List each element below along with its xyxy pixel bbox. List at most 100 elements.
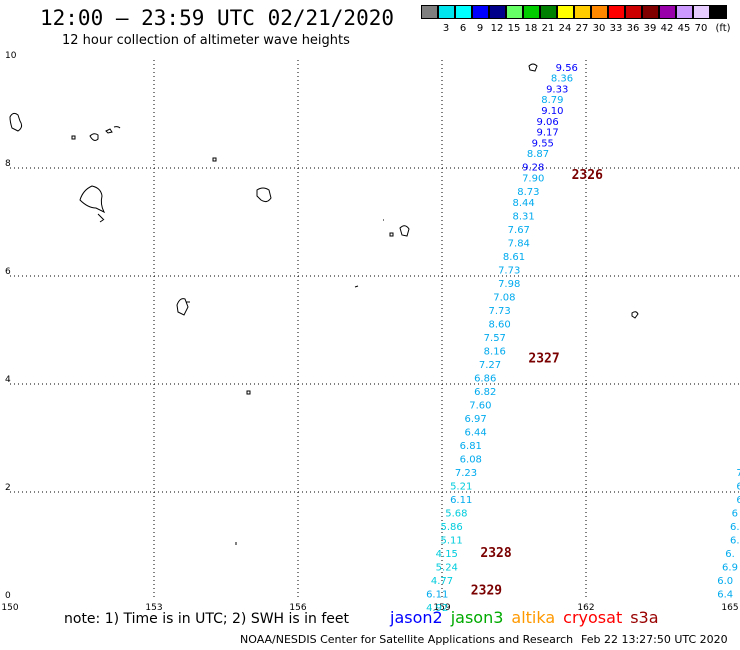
scale-swatch [540, 5, 557, 19]
scale-swatch [472, 5, 489, 19]
wave-height-label: 5.68 [445, 508, 467, 519]
wave-height-label: 5.24 [436, 562, 458, 573]
wave-height-label: 9.56 [556, 63, 578, 74]
scale-swatch [710, 5, 727, 19]
lon-tick-label: 156 [289, 603, 306, 613]
wave-height-label: 6.11 [426, 589, 448, 600]
lat-tick-label: 2 [5, 483, 11, 493]
generated-timestamp: Feb 22 13:27:50 UTC 2020 [581, 633, 728, 646]
lat-tick-label: 10 [5, 51, 17, 61]
lat-tick-label: 0 [5, 591, 11, 601]
scale-swatch [591, 5, 608, 19]
wave-height-label: 6.0 [717, 576, 733, 587]
wave-height-label: 6.11 [450, 495, 472, 506]
altimeter-track-main: 9.568.369.338.799.109.069.179.558.87 9.28… [426, 63, 578, 614]
scale-label: 39 [643, 23, 657, 34]
lon-tick-label: 165 [721, 603, 738, 613]
map-subtitle: 12 hour collection of altimeter wave hei… [62, 33, 350, 48]
wave-height-label: 6.97 [464, 414, 486, 425]
wave-height-label: 6.81 [460, 441, 482, 452]
scale-label: 33 [609, 23, 623, 34]
scale-label: 27 [575, 23, 589, 34]
scale-label: 70 [694, 23, 708, 34]
wave-height-label: 4.77 [431, 576, 453, 587]
legend-altika: altika [511, 608, 556, 627]
lon-tick-label: 150 [1, 603, 18, 613]
pass-labels: 2326 2327 2328 2329 [471, 168, 603, 599]
wave-height-label: 8.73 [517, 187, 539, 198]
wave-height-label: 4.92 [426, 603, 448, 614]
wave-height-label: 5.11 [440, 535, 462, 546]
pass-number-label: 2327 [528, 351, 559, 366]
island-outline [97, 213, 105, 223]
credit-text: NOAA/NESDIS Center for Satellite Applica… [240, 633, 574, 646]
satellite-legend: jason2 jason3 altika cryosat s3a [390, 608, 667, 627]
island-outline [354, 285, 359, 288]
wave-height-label: 6.44 [464, 427, 486, 438]
lon-tick-label: 162 [577, 603, 594, 613]
wave-height-label: 8.16 [484, 346, 506, 357]
island-outline [71, 135, 76, 140]
lat-lon-grid [10, 60, 740, 600]
island-outline [105, 126, 121, 134]
wave-height-label: 9.28 [522, 163, 544, 174]
wave-height-label: 7.67 [508, 225, 530, 236]
lon-tick-label: 159 [433, 603, 450, 613]
island-outline [79, 185, 106, 214]
scale-swatch [455, 5, 472, 19]
scale-swatch [557, 5, 574, 19]
island-outline [176, 298, 190, 316]
wave-height-label: 7.23 [455, 468, 477, 479]
pass-number-label: 2328 [480, 546, 511, 561]
wave-height-label: 6 [732, 508, 738, 519]
island-outline [212, 157, 217, 162]
wave-height-label: 6. [730, 535, 740, 546]
map-title: 12:00 – 23:59 UTC 02/21/2020 [40, 6, 395, 30]
scale-swatch [642, 5, 659, 19]
island-outlines [9, 63, 639, 545]
wave-height-label: 6.86 [474, 373, 496, 384]
wave-height-label: 8.61 [503, 252, 525, 263]
wave-height-label: 7.57 [484, 333, 506, 344]
wave-height-label: 7.90 [522, 174, 544, 185]
wave-height-label: 6. [725, 549, 735, 560]
wave-height-label: 6 [736, 481, 740, 492]
wave-height-label: 6. [730, 522, 740, 533]
wave-height-label: 4.15 [436, 549, 458, 560]
wave-height-label: 9.33 [546, 84, 568, 95]
legend-jason2: jason2 [390, 608, 443, 627]
scale-label: 42 [660, 23, 674, 34]
wave-height-label: 6.82 [474, 387, 496, 398]
island-outline [9, 112, 23, 132]
wave-height-label: 6.08 [460, 454, 482, 465]
scale-swatch [693, 5, 710, 19]
scale-swatch [438, 5, 455, 19]
legend-cryosat: cryosat [563, 608, 623, 627]
legend-s3a: s3a [630, 608, 659, 627]
scale-label: 18 [524, 23, 538, 34]
wave-height-label: 8.36 [551, 74, 573, 85]
footer-note: note: 1) Time is in UTC; 2) SWH is in fe… [64, 611, 350, 627]
wave-height-label: 9.17 [536, 128, 558, 139]
scale-label: 3 [442, 23, 450, 34]
scale-swatch [676, 5, 693, 19]
scale-swatch [659, 5, 676, 19]
wave-height-label: 7 [736, 468, 740, 479]
wave-height-label: 7.98 [498, 279, 520, 290]
wave-height-label: 7.08 [493, 292, 515, 303]
scale-swatch [625, 5, 642, 19]
wave-height-label: 6.4 [717, 589, 733, 600]
scale-swatch [506, 5, 523, 19]
scale-label: 36 [626, 23, 640, 34]
island-outline [256, 187, 272, 203]
scale-label: 15 [507, 23, 521, 34]
island-outline [383, 219, 410, 237]
scale-swatch [523, 5, 540, 19]
scale-label: 6 [459, 23, 467, 34]
wave-height-label: 9.10 [541, 106, 563, 117]
island-outline [528, 63, 538, 72]
wave-height-label: 7.84 [508, 238, 530, 249]
lat-tick-label: 4 [5, 375, 11, 385]
wave-height-label: 7.73 [488, 306, 510, 317]
